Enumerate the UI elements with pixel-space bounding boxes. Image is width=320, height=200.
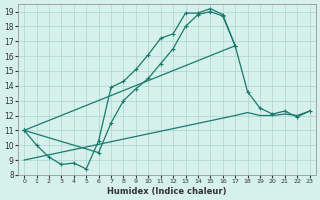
X-axis label: Humidex (Indice chaleur): Humidex (Indice chaleur) — [107, 187, 227, 196]
